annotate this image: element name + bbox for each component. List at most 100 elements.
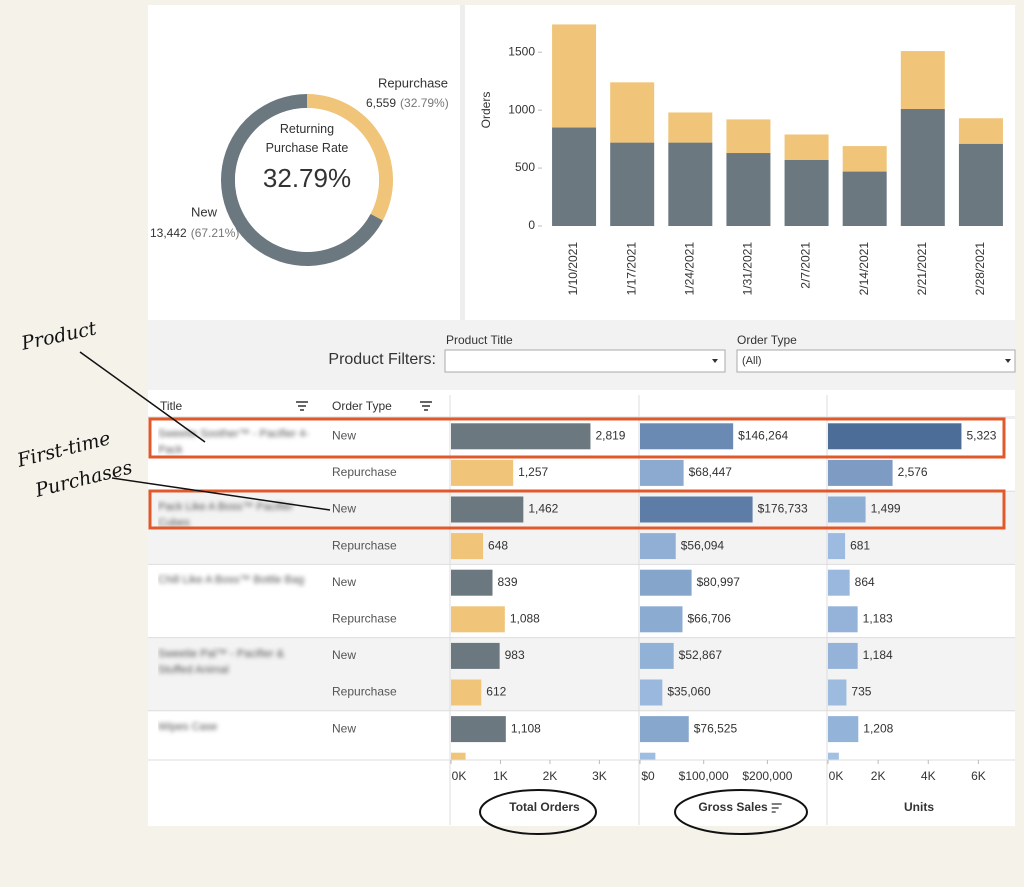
order-type-dropdown[interactable] [736, 349, 1016, 373]
product-title-dropdown[interactable] [444, 349, 726, 373]
table-bar [451, 423, 591, 450]
table-value-label: 1,183 [863, 611, 893, 625]
x-tick-label: 1/24/2021 [682, 242, 696, 296]
product-title: Wipes Case [158, 720, 218, 733]
column-header: Title [160, 399, 183, 413]
table-bar [451, 679, 482, 706]
donut-value-label: 6,559 [366, 96, 396, 110]
filters-label: Product Filters: [328, 351, 436, 368]
hand-arrow [79, 351, 206, 443]
table-value-label: 1,108 [511, 721, 541, 735]
table-value-label: $76,525 [694, 721, 738, 735]
x-tick-label: $100,000 [679, 769, 729, 783]
table-value-label: 294 [471, 758, 491, 772]
order-type: Repurchase [332, 611, 397, 625]
table-value-label: $35,060 [667, 685, 711, 699]
x-tick-label: $0 [641, 769, 655, 783]
table-value-label: $66,706 [687, 611, 731, 625]
donut-hole [235, 108, 379, 252]
table-bar [640, 716, 689, 743]
x-tick-label: 4K [921, 769, 936, 783]
bar-segment [900, 51, 945, 109]
table-bar [828, 752, 839, 760]
x-tick-label: 0K [452, 769, 467, 783]
table-bar [640, 606, 683, 633]
hand-circle [674, 789, 808, 835]
order-type: New [332, 721, 356, 735]
table-value-label: 1,462 [528, 502, 558, 516]
axis-title: Units [904, 800, 934, 814]
table-value-label: 1,088 [510, 611, 540, 625]
table-bar [640, 642, 674, 669]
product-group-bg [148, 637, 1015, 711]
table-value-label: $146,264 [738, 428, 788, 442]
panel-divider [460, 5, 465, 320]
bar-segment [610, 82, 655, 143]
x-tick-label: 2K [543, 769, 558, 783]
x-tick-label: 6K [971, 769, 986, 783]
table-bar [640, 569, 692, 596]
product-group-bg [148, 710, 1015, 760]
table-value-label: $24,121 [660, 758, 704, 772]
table-bar [640, 752, 656, 760]
center-value: 32.79% [263, 163, 351, 193]
table-bar [451, 642, 500, 669]
filter-title: Product Title [446, 333, 513, 347]
table-bar [828, 716, 859, 743]
table-bar [828, 496, 866, 523]
bar-segment [668, 112, 713, 143]
order-type: New [332, 648, 356, 662]
table-bar [828, 679, 847, 706]
center-title: Returning Purchase Rate [265, 122, 349, 155]
table-value-label: 5,323 [966, 428, 996, 442]
table-bar [640, 496, 753, 523]
dropdown-value: (All) [742, 355, 762, 367]
table-bar [451, 496, 524, 523]
table-bar [640, 679, 663, 706]
x-tick-label: 1/17/2021 [624, 242, 638, 296]
table-value-label: $52,867 [679, 648, 723, 662]
bar-segment [958, 118, 1003, 144]
bar-segment [958, 143, 1003, 226]
donut-category: New [191, 204, 218, 219]
table-value-label: 735 [851, 685, 871, 699]
table-bar [828, 569, 850, 596]
product-title: Sweetie Soother™ - Pacifier 4-Pack [158, 428, 310, 456]
x-tick-label: 2/28/2021 [973, 242, 987, 296]
sort-icon[interactable] [296, 401, 432, 411]
y-tick-label: 1000 [508, 102, 535, 116]
bar-segment [610, 142, 655, 226]
x-tick-label: 1K [493, 769, 508, 783]
table-bar [828, 423, 962, 450]
dropdown-arrow[interactable] [1005, 359, 1011, 363]
table-value-label: 648 [488, 538, 508, 552]
product-title: Chill Like A Boss™ Bottle Bag [158, 574, 305, 587]
order-type: New [332, 428, 356, 442]
table-value-label: 433 [844, 758, 864, 772]
bar-segment [668, 142, 713, 226]
bar-segment [900, 108, 945, 226]
table-bar [828, 606, 858, 633]
bar-segment [842, 146, 887, 172]
donut-segment [307, 94, 393, 221]
table-value-label: $176,733 [758, 502, 808, 516]
table-value-label: $56,094 [681, 538, 725, 552]
table-value-label: 2,819 [595, 428, 625, 442]
table-bar [451, 606, 505, 633]
table-bar [640, 423, 734, 450]
x-tick-label: 2/14/2021 [857, 242, 871, 296]
product-title-box: Wipes Case [158, 720, 218, 733]
dropdown-arrow[interactable] [712, 359, 718, 363]
donut-percent-label: (32.79%) [400, 96, 449, 110]
x-tick-label: 2/7/2021 [799, 242, 813, 289]
x-tick-label: 1/31/2021 [741, 242, 755, 296]
order-type: Repurchase [332, 685, 397, 699]
x-tick-label: 3K [592, 769, 607, 783]
table-value-label: $80,997 [697, 575, 741, 589]
x-tick-label: 0K [829, 769, 844, 783]
order-type: Repurchase [332, 758, 397, 772]
table-value-label: 1,499 [871, 502, 901, 516]
donut-value-label: 13,442 [150, 226, 187, 240]
table-value-label: 1,257 [518, 465, 548, 479]
table-bar [451, 752, 466, 760]
